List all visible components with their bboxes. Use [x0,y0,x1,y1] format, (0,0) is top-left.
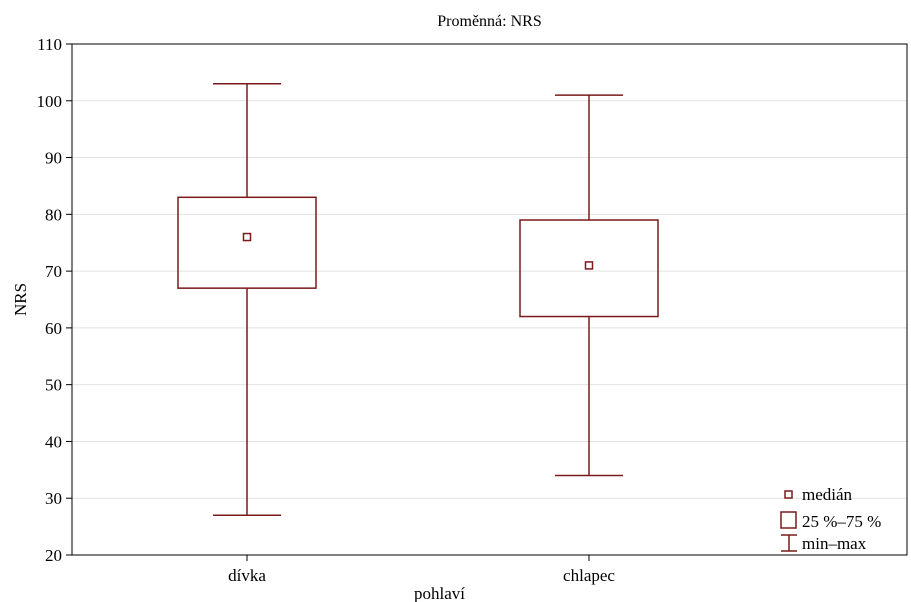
y-tick-label: 100 [37,92,63,111]
box-1 [519,94,659,477]
grid-lines [72,100,907,499]
y-tick-label: 40 [45,432,62,451]
median-marker [584,261,594,270]
y-tick-label: 70 [45,262,62,281]
x-tick-label: chlapec [563,566,615,585]
legend-whisker-symbol [781,534,797,552]
x-tick-label: dívka [228,566,266,585]
legend-median-label: medián [802,485,853,504]
legend-whisker-label: min–max [802,534,867,553]
y-axis: 20 30 40 50 60 70 80 90 100 110 [37,35,72,565]
y-tick-label: 20 [45,546,62,565]
legend: medián 25 %–75 % min–max [780,485,881,553]
box-0 [177,82,317,517]
legend-item-median: medián [784,485,853,504]
y-axis-title: NRS [11,283,30,316]
iqr-box [519,219,659,318]
x-axis-title: pohlaví [414,584,465,602]
y-tick-label: 90 [45,149,62,168]
y-tick-label: 60 [45,319,62,338]
x-axis: dívka chlapec [228,555,615,585]
plot-area-frame [71,43,908,556]
legend-item-whisker: min–max [781,534,867,553]
y-tick-label: 80 [45,205,62,224]
box-series [177,82,659,517]
y-tick-label: 50 [45,376,62,395]
y-tick-label: 110 [37,35,62,54]
chart-title: Proměnná: NRS [437,13,541,30]
y-tick-label: 30 [45,489,62,508]
legend-box-symbol [780,511,797,529]
legend-median-symbol [784,490,793,499]
legend-item-box: 25 %–75 % [780,511,881,531]
median-marker [242,232,252,242]
legend-box-label: 25 %–75 % [802,512,881,531]
iqr-box [177,196,317,289]
